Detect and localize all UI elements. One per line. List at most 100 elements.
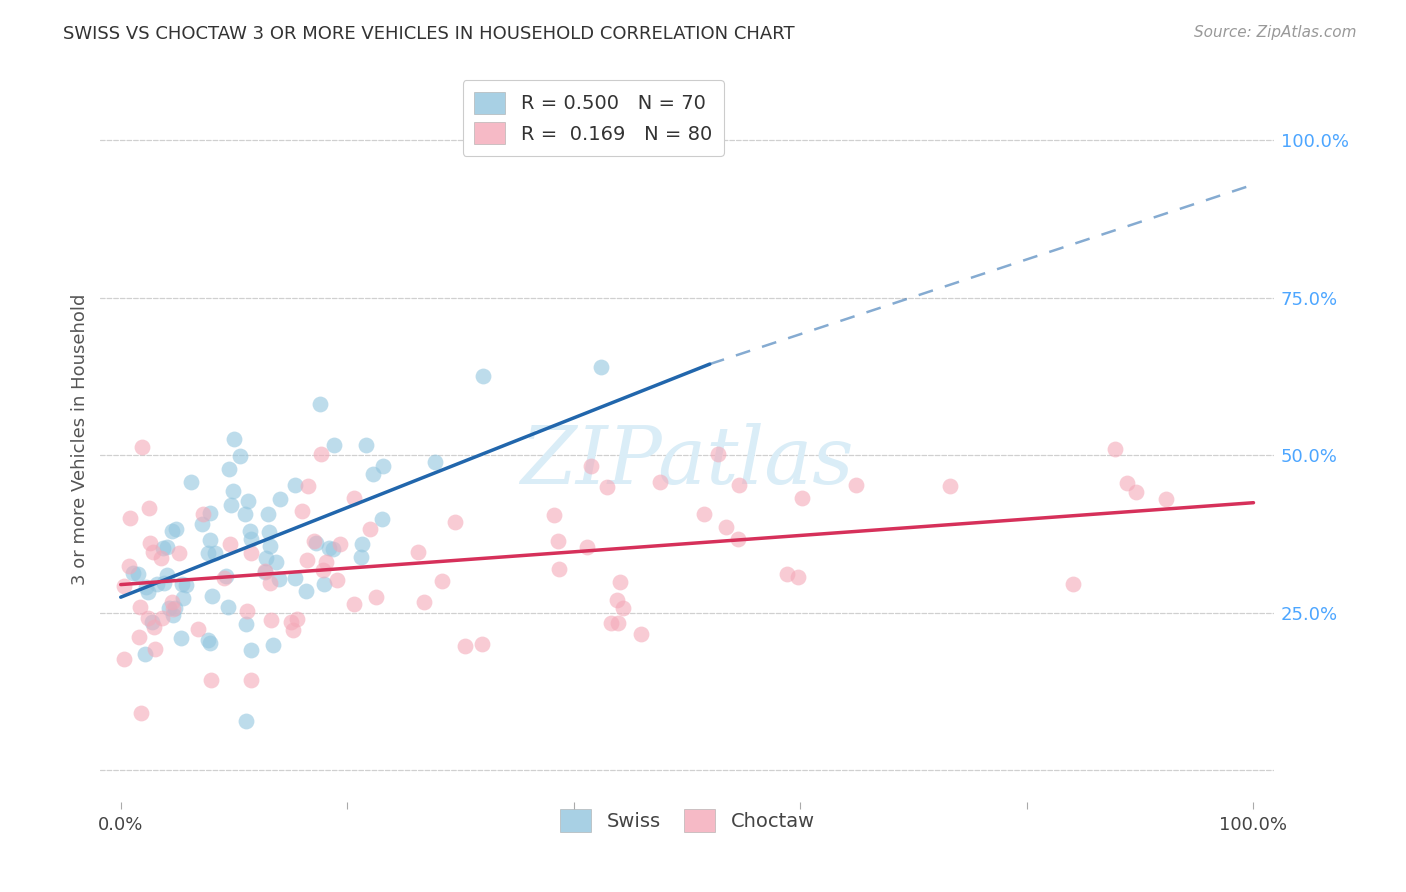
Point: [172, 591, 194, 606]
Point: [204, 546, 226, 560]
Point: [309, 447, 332, 461]
Point: [215, 569, 238, 583]
Point: [240, 532, 263, 546]
Point: [343, 598, 366, 612]
Point: [308, 397, 330, 411]
Point: [423, 455, 446, 469]
Point: [138, 585, 160, 599]
Point: [714, 519, 737, 533]
Point: [453, 639, 475, 653]
Point: [606, 593, 628, 607]
Y-axis label: 3 or more Vehicles in Household: 3 or more Vehicles in Household: [72, 294, 89, 585]
Point: [343, 491, 366, 506]
Point: [787, 570, 810, 584]
Point: [214, 571, 236, 585]
Point: [630, 626, 652, 640]
Point: [142, 620, 165, 634]
Point: [297, 479, 319, 493]
Point: [728, 478, 751, 492]
Point: [295, 584, 318, 599]
Point: [354, 438, 377, 452]
Point: [359, 523, 381, 537]
Point: [229, 449, 252, 463]
Point: [170, 631, 193, 645]
Point: [471, 637, 494, 651]
Point: [160, 524, 183, 539]
Point: [238, 494, 260, 508]
Point: [432, 574, 454, 588]
Point: [146, 577, 169, 591]
Point: [281, 624, 304, 638]
Point: [693, 507, 716, 521]
Point: [157, 601, 180, 615]
Text: SWISS VS CHOCTAW 3 OR MORE VEHICLES IN HOUSEHOLD CORRELATION CHART: SWISS VS CHOCTAW 3 OR MORE VEHICLES IN H…: [63, 25, 794, 43]
Point: [576, 541, 599, 555]
Point: [254, 565, 277, 579]
Point: [291, 504, 314, 518]
Point: [1125, 485, 1147, 500]
Point: [198, 533, 221, 548]
Point: [191, 516, 214, 531]
Point: [260, 613, 283, 627]
Point: [162, 602, 184, 616]
Point: [200, 673, 222, 687]
Point: [579, 458, 602, 473]
Point: [128, 630, 150, 644]
Point: [112, 579, 135, 593]
Point: [406, 544, 429, 558]
Point: [187, 622, 209, 636]
Point: [302, 534, 325, 549]
Point: [240, 643, 263, 657]
Point: [322, 541, 344, 556]
Point: [648, 475, 671, 489]
Point: [143, 641, 166, 656]
Point: [152, 541, 174, 555]
Point: [239, 546, 262, 560]
Point: [269, 491, 291, 506]
Point: [224, 432, 246, 446]
Point: [352, 537, 374, 551]
Point: [609, 575, 631, 590]
Point: [197, 546, 219, 560]
Point: [150, 550, 173, 565]
Point: [329, 537, 352, 551]
Point: [413, 594, 436, 608]
Point: [139, 536, 162, 550]
Point: [174, 578, 197, 592]
Point: [548, 562, 571, 576]
Point: [153, 576, 176, 591]
Point: [373, 459, 395, 474]
Point: [269, 572, 291, 586]
Point: [312, 563, 335, 577]
Point: [235, 714, 257, 729]
Point: [162, 607, 184, 622]
Point: [165, 600, 187, 615]
Point: [217, 600, 239, 615]
Point: [128, 600, 150, 615]
Point: [318, 541, 340, 556]
Point: [257, 507, 280, 521]
Point: [169, 546, 191, 560]
Point: [221, 483, 243, 498]
Point: [197, 632, 219, 647]
Point: [727, 533, 749, 547]
Point: [218, 537, 240, 551]
Point: [1063, 577, 1085, 591]
Point: [361, 467, 384, 481]
Point: [152, 610, 174, 624]
Point: [790, 491, 813, 505]
Point: [156, 541, 179, 555]
Point: [284, 571, 307, 585]
Point: [180, 475, 202, 489]
Point: [371, 512, 394, 526]
Point: [129, 706, 152, 720]
Point: [235, 617, 257, 632]
Point: [198, 506, 221, 520]
Point: [131, 440, 153, 454]
Point: [607, 615, 630, 630]
Point: [165, 522, 187, 536]
Point: [138, 500, 160, 515]
Point: [112, 651, 135, 665]
Point: [612, 600, 634, 615]
Point: [305, 536, 328, 550]
